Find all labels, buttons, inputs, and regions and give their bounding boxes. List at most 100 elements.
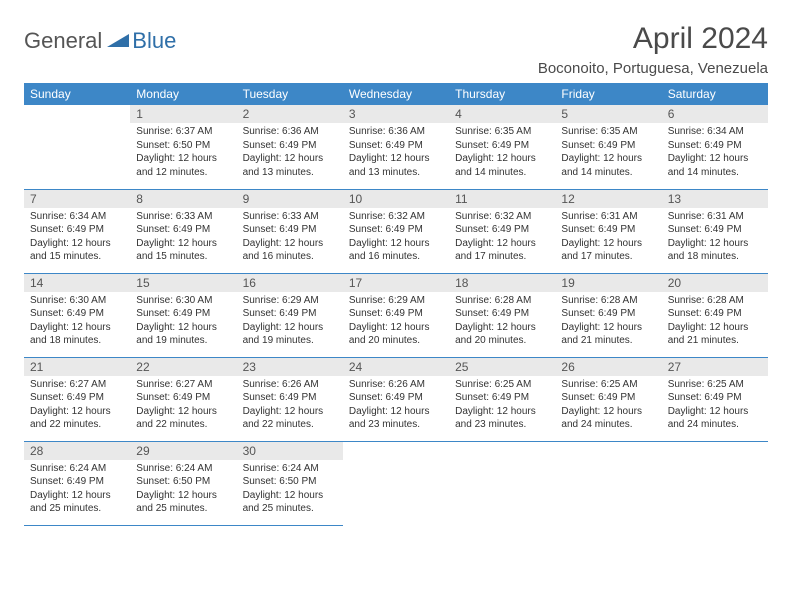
day-details: Sunrise: 6:27 AMSunset: 6:49 PMDaylight:… — [24, 376, 130, 436]
calendar-week-row: 28Sunrise: 6:24 AMSunset: 6:49 PMDayligh… — [24, 441, 768, 525]
day-details: Sunrise: 6:36 AMSunset: 6:49 PMDaylight:… — [237, 123, 343, 183]
day-number: 20 — [662, 274, 768, 292]
calendar-day-cell: 2Sunrise: 6:36 AMSunset: 6:49 PMDaylight… — [237, 105, 343, 189]
calendar-day-cell: 12Sunrise: 6:31 AMSunset: 6:49 PMDayligh… — [555, 189, 661, 273]
day-number: 29 — [130, 442, 236, 460]
calendar-day-cell: 8Sunrise: 6:33 AMSunset: 6:49 PMDaylight… — [130, 189, 236, 273]
calendar-day-cell: 5Sunrise: 6:35 AMSunset: 6:49 PMDaylight… — [555, 105, 661, 189]
calendar-day-cell: 21Sunrise: 6:27 AMSunset: 6:49 PMDayligh… — [24, 357, 130, 441]
calendar-day-cell: 1Sunrise: 6:37 AMSunset: 6:50 PMDaylight… — [130, 105, 236, 189]
calendar-week-row: .1Sunrise: 6:37 AMSunset: 6:50 PMDayligh… — [24, 105, 768, 189]
day-details: Sunrise: 6:34 AMSunset: 6:49 PMDaylight:… — [24, 208, 130, 268]
calendar-day-cell: 22Sunrise: 6:27 AMSunset: 6:49 PMDayligh… — [130, 357, 236, 441]
day-number: 5 — [555, 105, 661, 123]
calendar-day-cell: 24Sunrise: 6:26 AMSunset: 6:49 PMDayligh… — [343, 357, 449, 441]
day-number: 25 — [449, 358, 555, 376]
calendar-day-cell: . — [449, 441, 555, 525]
day-number: 24 — [343, 358, 449, 376]
day-number: 10 — [343, 190, 449, 208]
calendar-day-cell: 26Sunrise: 6:25 AMSunset: 6:49 PMDayligh… — [555, 357, 661, 441]
weekday-header: Saturday — [662, 83, 768, 105]
page-header: General Blue April 2024 Boconoito, Portu… — [24, 22, 768, 77]
calendar-day-cell: 14Sunrise: 6:30 AMSunset: 6:49 PMDayligh… — [24, 273, 130, 357]
calendar-day-cell: . — [343, 441, 449, 525]
brand-logo: General Blue — [24, 22, 176, 54]
day-details: Sunrise: 6:29 AMSunset: 6:49 PMDaylight:… — [237, 292, 343, 352]
calendar-day-cell: 4Sunrise: 6:35 AMSunset: 6:49 PMDaylight… — [449, 105, 555, 189]
brand-triangle-icon — [107, 31, 129, 52]
day-number: 17 — [343, 274, 449, 292]
weekday-header: Sunday — [24, 83, 130, 105]
day-details: Sunrise: 6:36 AMSunset: 6:49 PMDaylight:… — [343, 123, 449, 183]
calendar-day-cell: 16Sunrise: 6:29 AMSunset: 6:49 PMDayligh… — [237, 273, 343, 357]
day-details: Sunrise: 6:30 AMSunset: 6:49 PMDaylight:… — [130, 292, 236, 352]
day-number: 11 — [449, 190, 555, 208]
day-number: 13 — [662, 190, 768, 208]
day-number: 16 — [237, 274, 343, 292]
calendar-day-cell: 30Sunrise: 6:24 AMSunset: 6:50 PMDayligh… — [237, 441, 343, 525]
weekday-header: Tuesday — [237, 83, 343, 105]
day-details: Sunrise: 6:26 AMSunset: 6:49 PMDaylight:… — [343, 376, 449, 436]
day-number: 26 — [555, 358, 661, 376]
day-details: Sunrise: 6:30 AMSunset: 6:49 PMDaylight:… — [24, 292, 130, 352]
day-details: Sunrise: 6:28 AMSunset: 6:49 PMDaylight:… — [662, 292, 768, 352]
day-details: Sunrise: 6:25 AMSunset: 6:49 PMDaylight:… — [555, 376, 661, 436]
calendar-table: SundayMondayTuesdayWednesdayThursdayFrid… — [24, 83, 768, 526]
day-number: 22 — [130, 358, 236, 376]
calendar-day-cell: 10Sunrise: 6:32 AMSunset: 6:49 PMDayligh… — [343, 189, 449, 273]
calendar-day-cell: 28Sunrise: 6:24 AMSunset: 6:49 PMDayligh… — [24, 441, 130, 525]
day-details: Sunrise: 6:25 AMSunset: 6:49 PMDaylight:… — [662, 376, 768, 436]
day-details: Sunrise: 6:35 AMSunset: 6:49 PMDaylight:… — [555, 123, 661, 183]
calendar-week-row: 7Sunrise: 6:34 AMSunset: 6:49 PMDaylight… — [24, 189, 768, 273]
day-details: Sunrise: 6:24 AMSunset: 6:49 PMDaylight:… — [24, 460, 130, 520]
calendar-day-cell: 20Sunrise: 6:28 AMSunset: 6:49 PMDayligh… — [662, 273, 768, 357]
day-number: 18 — [449, 274, 555, 292]
day-number: 4 — [449, 105, 555, 123]
day-details: Sunrise: 6:34 AMSunset: 6:49 PMDaylight:… — [662, 123, 768, 183]
day-number: 2 — [237, 105, 343, 123]
day-number: 8 — [130, 190, 236, 208]
weekday-header: Wednesday — [343, 83, 449, 105]
calendar-day-cell: 3Sunrise: 6:36 AMSunset: 6:49 PMDaylight… — [343, 105, 449, 189]
day-number: 30 — [237, 442, 343, 460]
calendar-day-cell: 15Sunrise: 6:30 AMSunset: 6:49 PMDayligh… — [130, 273, 236, 357]
day-number: 27 — [662, 358, 768, 376]
day-details: Sunrise: 6:32 AMSunset: 6:49 PMDaylight:… — [343, 208, 449, 268]
day-number: 28 — [24, 442, 130, 460]
weekday-header: Friday — [555, 83, 661, 105]
day-number: 23 — [237, 358, 343, 376]
location-subtitle: Boconoito, Portuguesa, Venezuela — [538, 60, 768, 77]
calendar-week-row: 14Sunrise: 6:30 AMSunset: 6:49 PMDayligh… — [24, 273, 768, 357]
day-details: Sunrise: 6:33 AMSunset: 6:49 PMDaylight:… — [130, 208, 236, 268]
day-details: Sunrise: 6:29 AMSunset: 6:49 PMDaylight:… — [343, 292, 449, 352]
day-details: Sunrise: 6:31 AMSunset: 6:49 PMDaylight:… — [662, 208, 768, 268]
calendar-day-cell: 29Sunrise: 6:24 AMSunset: 6:50 PMDayligh… — [130, 441, 236, 525]
calendar-day-cell: 18Sunrise: 6:28 AMSunset: 6:49 PMDayligh… — [449, 273, 555, 357]
day-number: 1 — [130, 105, 236, 123]
calendar-day-cell: 19Sunrise: 6:28 AMSunset: 6:49 PMDayligh… — [555, 273, 661, 357]
brand-part1: General — [24, 28, 102, 54]
day-number: 9 — [237, 190, 343, 208]
weekday-header-row: SundayMondayTuesdayWednesdayThursdayFrid… — [24, 83, 768, 105]
calendar-day-cell: 25Sunrise: 6:25 AMSunset: 6:49 PMDayligh… — [449, 357, 555, 441]
calendar-day-cell: 11Sunrise: 6:32 AMSunset: 6:49 PMDayligh… — [449, 189, 555, 273]
weekday-header: Thursday — [449, 83, 555, 105]
calendar-day-cell: . — [662, 441, 768, 525]
brand-part2: Blue — [132, 28, 176, 54]
day-details: Sunrise: 6:32 AMSunset: 6:49 PMDaylight:… — [449, 208, 555, 268]
weekday-header: Monday — [130, 83, 236, 105]
month-title: April 2024 — [538, 22, 768, 56]
calendar-day-cell: 6Sunrise: 6:34 AMSunset: 6:49 PMDaylight… — [662, 105, 768, 189]
day-details: Sunrise: 6:24 AMSunset: 6:50 PMDaylight:… — [130, 460, 236, 520]
calendar-day-cell: 17Sunrise: 6:29 AMSunset: 6:49 PMDayligh… — [343, 273, 449, 357]
day-number: 6 — [662, 105, 768, 123]
title-block: April 2024 Boconoito, Portuguesa, Venezu… — [538, 22, 768, 77]
day-details: Sunrise: 6:35 AMSunset: 6:49 PMDaylight:… — [449, 123, 555, 183]
day-details: Sunrise: 6:37 AMSunset: 6:50 PMDaylight:… — [130, 123, 236, 183]
day-number: 3 — [343, 105, 449, 123]
calendar-day-cell: 13Sunrise: 6:31 AMSunset: 6:49 PMDayligh… — [662, 189, 768, 273]
day-details: Sunrise: 6:27 AMSunset: 6:49 PMDaylight:… — [130, 376, 236, 436]
day-details: Sunrise: 6:26 AMSunset: 6:49 PMDaylight:… — [237, 376, 343, 436]
day-details: Sunrise: 6:25 AMSunset: 6:49 PMDaylight:… — [449, 376, 555, 436]
day-details: Sunrise: 6:33 AMSunset: 6:49 PMDaylight:… — [237, 208, 343, 268]
